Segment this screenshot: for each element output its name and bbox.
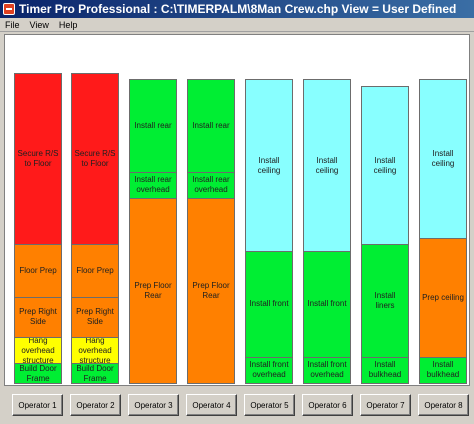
task-block[interactable]: Hang overhead structure — [14, 336, 62, 365]
menu-file[interactable]: File — [5, 20, 20, 30]
operator-7-button[interactable]: Operator 7 — [360, 394, 411, 416]
operator-2-button[interactable]: Operator 2 — [70, 394, 121, 416]
task-block[interactable]: Install liners — [361, 244, 409, 358]
app-icon — [3, 3, 15, 15]
task-block[interactable]: Install rear overhead — [129, 171, 177, 200]
task-block[interactable]: Prep Floor Rear — [187, 198, 235, 384]
task-block[interactable]: Install front — [245, 251, 293, 358]
task-block[interactable]: Install ceiling — [419, 79, 467, 239]
task-block[interactable]: Secure R/S to Floor — [71, 72, 119, 246]
task-block[interactable]: Prep Floor Rear — [129, 198, 177, 384]
task-block[interactable]: Install rear — [187, 79, 235, 173]
task-block[interactable]: Prep ceiling — [419, 237, 467, 358]
task-block[interactable]: Install front overhead — [245, 356, 293, 384]
task-block[interactable]: Install bulkhead — [361, 356, 409, 384]
operator-column-2: Secure R/S to Floor Floor Prep Prep Right … — [71, 35, 119, 387]
task-block[interactable]: Build Door Frame — [14, 363, 62, 384]
operator-task-chart: Secure R/S to Floor Floor Prep Prep Right … — [4, 34, 470, 386]
window-title: Timer Pro Professional : C:\TIMERPALM\8M… — [19, 2, 457, 16]
task-block[interactable]: Hang overhead structure — [71, 336, 119, 365]
operator-3-button[interactable]: Operator 3 — [128, 394, 179, 416]
task-block[interactable]: Install front — [303, 251, 351, 358]
operator-5-button[interactable]: Operator 5 — [244, 394, 295, 416]
operator-1-button[interactable]: Operator 1 — [12, 394, 63, 416]
operator-column-8: Install ceiling Prep ceiling Install bulkh… — [419, 35, 467, 387]
menu-view[interactable]: View — [29, 20, 49, 30]
operator-column-3: Install rear Install rear overhead Prep Fl… — [129, 35, 177, 387]
task-block[interactable]: Install rear — [129, 79, 177, 173]
operator-button-bar: Operator 1 Operator 2 Operator 3 Operator 4… — [0, 388, 474, 424]
task-block[interactable]: Secure R/S to Floor — [14, 72, 62, 246]
operator-6-button[interactable]: Operator 6 — [302, 394, 353, 416]
task-block[interactable]: Install bulkhead — [419, 356, 467, 384]
operator-column-4: Install rear Install rear overhead Prep Fl… — [187, 35, 235, 387]
task-block[interactable]: Floor Prep — [71, 244, 119, 299]
title-bar: Timer Pro Professional : C:\TIMERPALM\8M… — [0, 0, 474, 18]
task-block[interactable]: Install ceiling — [245, 79, 293, 252]
task-block[interactable]: Install ceiling — [361, 86, 409, 246]
task-block[interactable]: Install ceiling — [303, 79, 351, 252]
task-block[interactable]: Floor Prep — [14, 244, 62, 299]
task-block[interactable]: Prep Right Side — [14, 297, 62, 338]
task-block[interactable]: Build Door Frame — [71, 363, 119, 384]
task-block[interactable]: Prep Right Side — [71, 297, 119, 338]
operator-column-7: Install ceiling Install liners Install bul… — [361, 35, 409, 387]
task-block[interactable]: Install rear overhead — [187, 171, 235, 200]
task-block[interactable]: Install front overhead — [303, 356, 351, 384]
menu-bar: File View Help — [0, 18, 474, 32]
operator-8-button[interactable]: Operator 8 — [418, 394, 469, 416]
operator-column-6: Install ceiling Install front Install fron… — [303, 35, 351, 387]
operator-column-1: Secure R/S to Floor Floor Prep Prep Right … — [14, 35, 62, 387]
menu-help[interactable]: Help — [58, 20, 78, 30]
operator-4-button[interactable]: Operator 4 — [186, 394, 237, 416]
operator-column-5: Install ceiling Install front Install fron… — [245, 35, 293, 387]
